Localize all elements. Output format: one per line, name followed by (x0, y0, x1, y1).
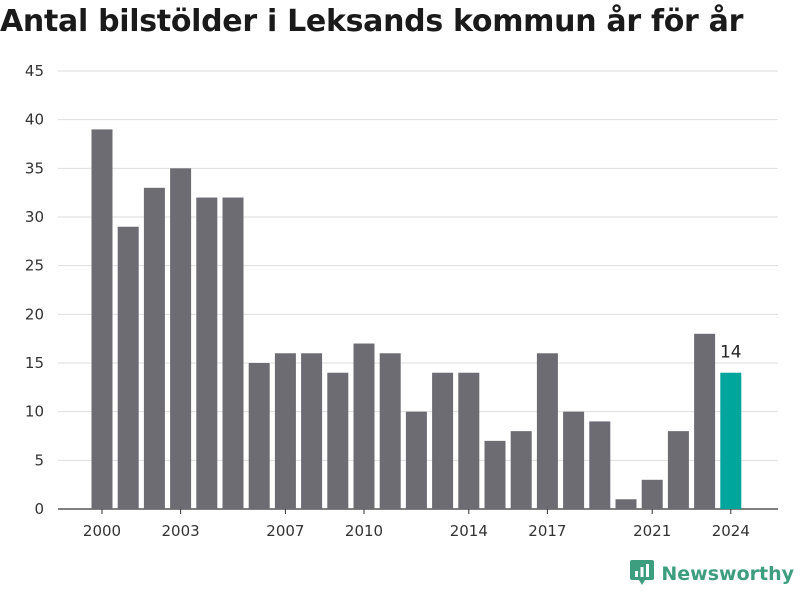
y-tick-label: 30 (25, 208, 44, 226)
bar-2012 (405, 411, 427, 509)
bar-2018 (563, 411, 585, 509)
y-tick-label: 25 (25, 257, 44, 275)
bar-2003 (170, 168, 192, 510)
bar-2011 (379, 353, 401, 509)
data-label-2024: 14 (720, 343, 742, 363)
bar-2017 (536, 353, 558, 509)
bar-2001 (117, 226, 139, 509)
x-tick-label: 2010 (345, 522, 383, 540)
bar-2000 (91, 129, 113, 509)
x-tick-label: 2007 (266, 522, 304, 540)
bar-2006 (248, 363, 270, 509)
data-labels: 14 (720, 343, 742, 363)
x-tick-label: 2024 (712, 522, 750, 540)
bar-2021 (641, 479, 663, 509)
y-tick-label: 40 (25, 111, 44, 129)
x-tick-label: 2017 (528, 522, 566, 540)
bar-2004 (196, 197, 218, 510)
bar-2016 (510, 431, 532, 509)
bar-2002 (143, 187, 165, 510)
chart-title: Antal bilstölder i Leksands kommun år fö… (0, 4, 744, 39)
bars (91, 129, 742, 510)
bar-2015 (484, 440, 506, 509)
bar-2020 (615, 499, 637, 509)
bar-2010 (353, 343, 375, 509)
x-tick-label: 2021 (633, 522, 671, 540)
brand-name: Newsworthy (661, 563, 794, 585)
y-tick-label: 5 (34, 451, 44, 469)
y-tick-label: 35 (25, 159, 44, 177)
bar-2005 (222, 197, 244, 510)
bar-2014 (458, 372, 480, 509)
y-tick-label: 10 (25, 403, 44, 421)
y-axis-ticks: 0 5 10 15 20 25 30 35 40 45 (25, 62, 44, 518)
bar-2007 (274, 353, 296, 509)
brand-logo: Newsworthy (629, 558, 794, 590)
y-tick-label: 15 (25, 354, 44, 372)
x-axis-ticks: 2000 2003 2007 2010 2014 2017 2021 2024 (83, 509, 750, 540)
bar-2022 (667, 431, 689, 509)
bar-2009 (327, 372, 349, 509)
newsworthy-logo-icon (629, 558, 655, 590)
x-tick-label: 2003 (162, 522, 200, 540)
bar-2024 (720, 372, 742, 509)
y-tick-label: 0 (34, 500, 44, 518)
y-tick-label: 45 (25, 62, 44, 80)
bar-2023 (694, 333, 716, 509)
x-tick-label: 2014 (450, 522, 488, 540)
bar-2019 (589, 421, 611, 509)
bar-2013 (432, 372, 454, 509)
y-tick-label: 20 (25, 305, 44, 323)
x-tick-label: 2000 (83, 522, 121, 540)
bar-2008 (301, 353, 323, 509)
